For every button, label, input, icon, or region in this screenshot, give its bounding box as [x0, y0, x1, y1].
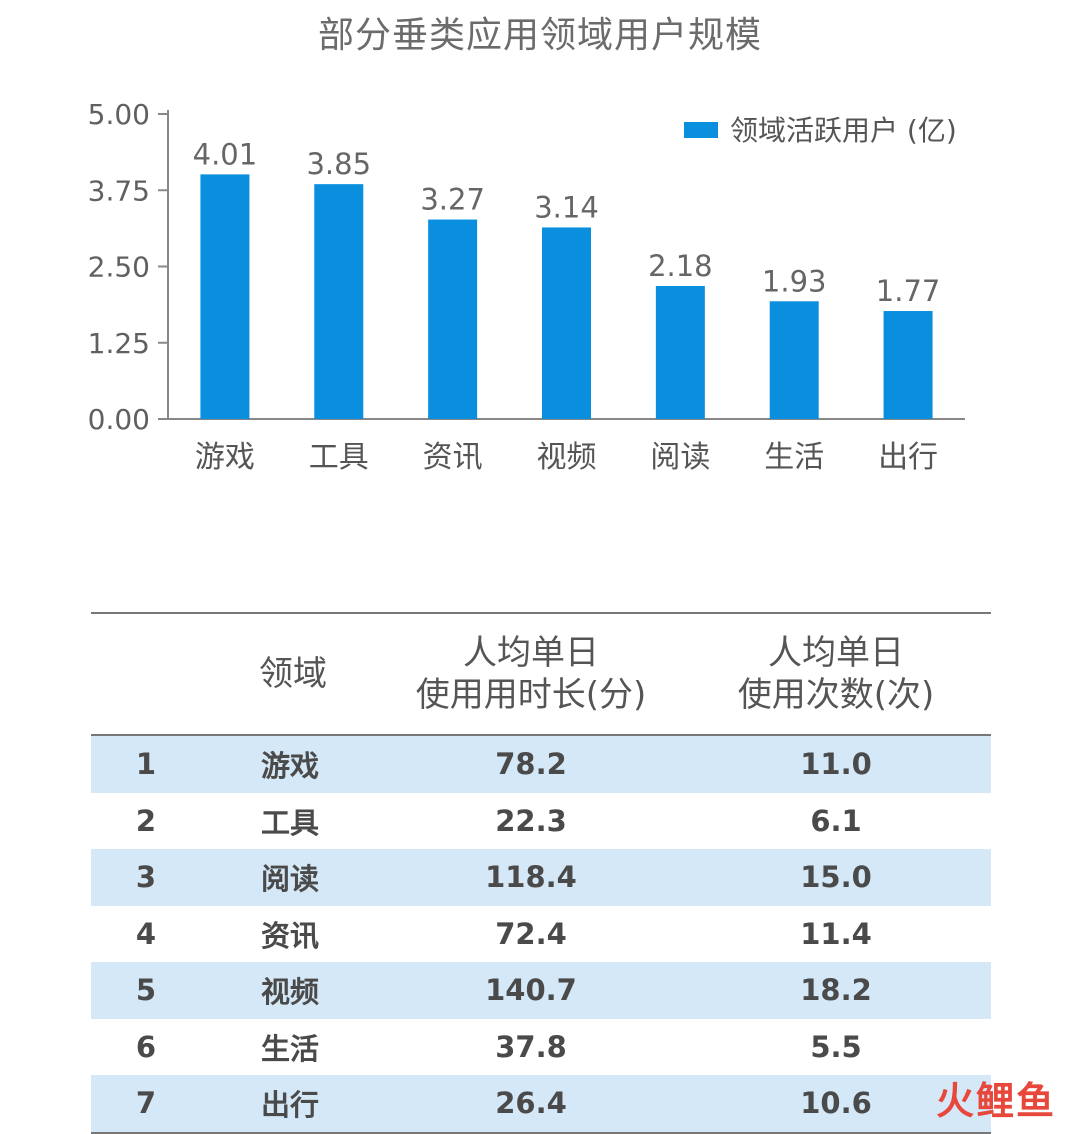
x-tick-label: 阅读 [650, 440, 710, 475]
y-tick-label: 5.00 [88, 98, 150, 131]
y-tick-label: 0.00 [88, 403, 150, 436]
row-time: 140.7 [485, 973, 577, 1008]
header-time-line2: 使用用时长(分) [415, 675, 647, 715]
table-row: 2 工具 22.3 6.1 [91, 793, 991, 850]
row-time: 72.4 [495, 916, 567, 951]
row-count: 11.4 [800, 916, 872, 951]
watermark-part1: 火 [935, 1079, 976, 1123]
row-count: 18.2 [800, 973, 872, 1008]
header-count: 人均单日 使用次数(次) [681, 632, 991, 716]
bar [655, 286, 705, 419]
watermark-logo: 火鲤鱼 [936, 1070, 1056, 1125]
table-row: 5 视频 140.7 18.2 [91, 962, 991, 1019]
row-time: 78.2 [495, 747, 567, 782]
y-tick-label: 1.25 [88, 327, 150, 360]
watermark-part2: 鲤鱼 [975, 1079, 1056, 1123]
bar-value-label: 2.18 [648, 249, 713, 283]
header-count-line2: 使用次数(次) [737, 675, 935, 715]
bar-value-label: 1.77 [876, 274, 941, 308]
row-count: 6.1 [810, 803, 862, 838]
row-index: 3 [135, 860, 157, 895]
row-field: 视频 [261, 975, 320, 1010]
row-index: 2 [135, 803, 157, 838]
header-time: 人均单日 使用用时长(分) [381, 632, 681, 716]
row-count: 10.6 [800, 1086, 872, 1121]
x-tick-label: 出行 [878, 440, 938, 475]
row-field: 资讯 [261, 918, 320, 953]
row-time: 22.3 [495, 803, 567, 838]
x-tick-label: 游戏 [195, 440, 255, 475]
bar [769, 301, 819, 419]
row-time: 118.4 [485, 860, 577, 895]
row-index: 1 [135, 747, 157, 782]
header-time-line1: 人均单日 [463, 633, 599, 673]
chart-title: 部分垂类应用领域用户规模 [317, 15, 762, 56]
header-count-line1: 人均单日 [768, 633, 904, 673]
x-tick-label: 生活 [764, 440, 824, 475]
bar-value-label: 1.93 [762, 264, 827, 298]
row-count: 5.5 [810, 1029, 862, 1064]
table-header: 领域 人均单日 使用用时长(分) 人均单日 使用次数(次) [91, 614, 991, 736]
y-tick-label: 2.50 [88, 251, 150, 284]
table-row: 6 生活 37.8 5.5 [91, 1019, 991, 1076]
bar-chart: 0.00 1.25 2.50 3.75 5.00 4.01 游戏 3.85 工具 3.27 资讯 3.… [88, 98, 965, 475]
bar [542, 227, 591, 419]
bar [883, 311, 933, 419]
table-row: 7 出行 26.4 10.6 [91, 1075, 991, 1132]
x-tick-label: 资讯 [423, 440, 483, 475]
header-field: 领域 [259, 654, 327, 694]
table-row: 1 游戏 78.2 11.0 [91, 736, 991, 793]
row-field: 游戏 [261, 749, 320, 784]
row-time: 26.4 [495, 1086, 567, 1121]
bar-value-label: 3.14 [534, 190, 599, 224]
row-index: 6 [135, 1029, 157, 1064]
row-index: 7 [135, 1086, 157, 1121]
legend-label: 领域活跃用户 (亿) [730, 114, 957, 147]
row-field: 出行 [261, 1088, 320, 1123]
y-tick-label: 3.75 [88, 174, 150, 207]
row-count: 11.0 [800, 747, 872, 782]
bar-value-label: 3.85 [306, 147, 371, 181]
usage-table: 领域 人均单日 使用用时长(分) 人均单日 使用次数(次) 1 游戏 78.2 11.… [91, 612, 991, 1134]
bar-value-label: 4.01 [193, 137, 258, 171]
bar-value-label: 3.27 [420, 183, 485, 217]
bar [200, 174, 250, 419]
bar [314, 184, 364, 419]
row-field: 生活 [261, 1031, 320, 1066]
legend-swatch [684, 122, 718, 138]
row-count: 15.0 [800, 860, 872, 895]
table-row: 3 阅读 118.4 15.0 [91, 849, 991, 906]
table-body: 1 游戏 78.2 11.0 2 工具 22.3 6.1 3 阅读 118.4 15.0 4 资讯 72.4… [91, 736, 991, 1132]
row-field: 阅读 [261, 862, 320, 897]
bar [428, 219, 478, 419]
x-tick-label: 视频 [537, 440, 597, 475]
table-row: 4 资讯 72.4 11.4 [91, 906, 991, 963]
row-time: 37.8 [495, 1029, 567, 1064]
row-field: 工具 [261, 805, 320, 840]
row-index: 4 [135, 916, 157, 951]
row-index: 5 [135, 973, 157, 1008]
x-tick-label: 工具 [309, 440, 369, 475]
